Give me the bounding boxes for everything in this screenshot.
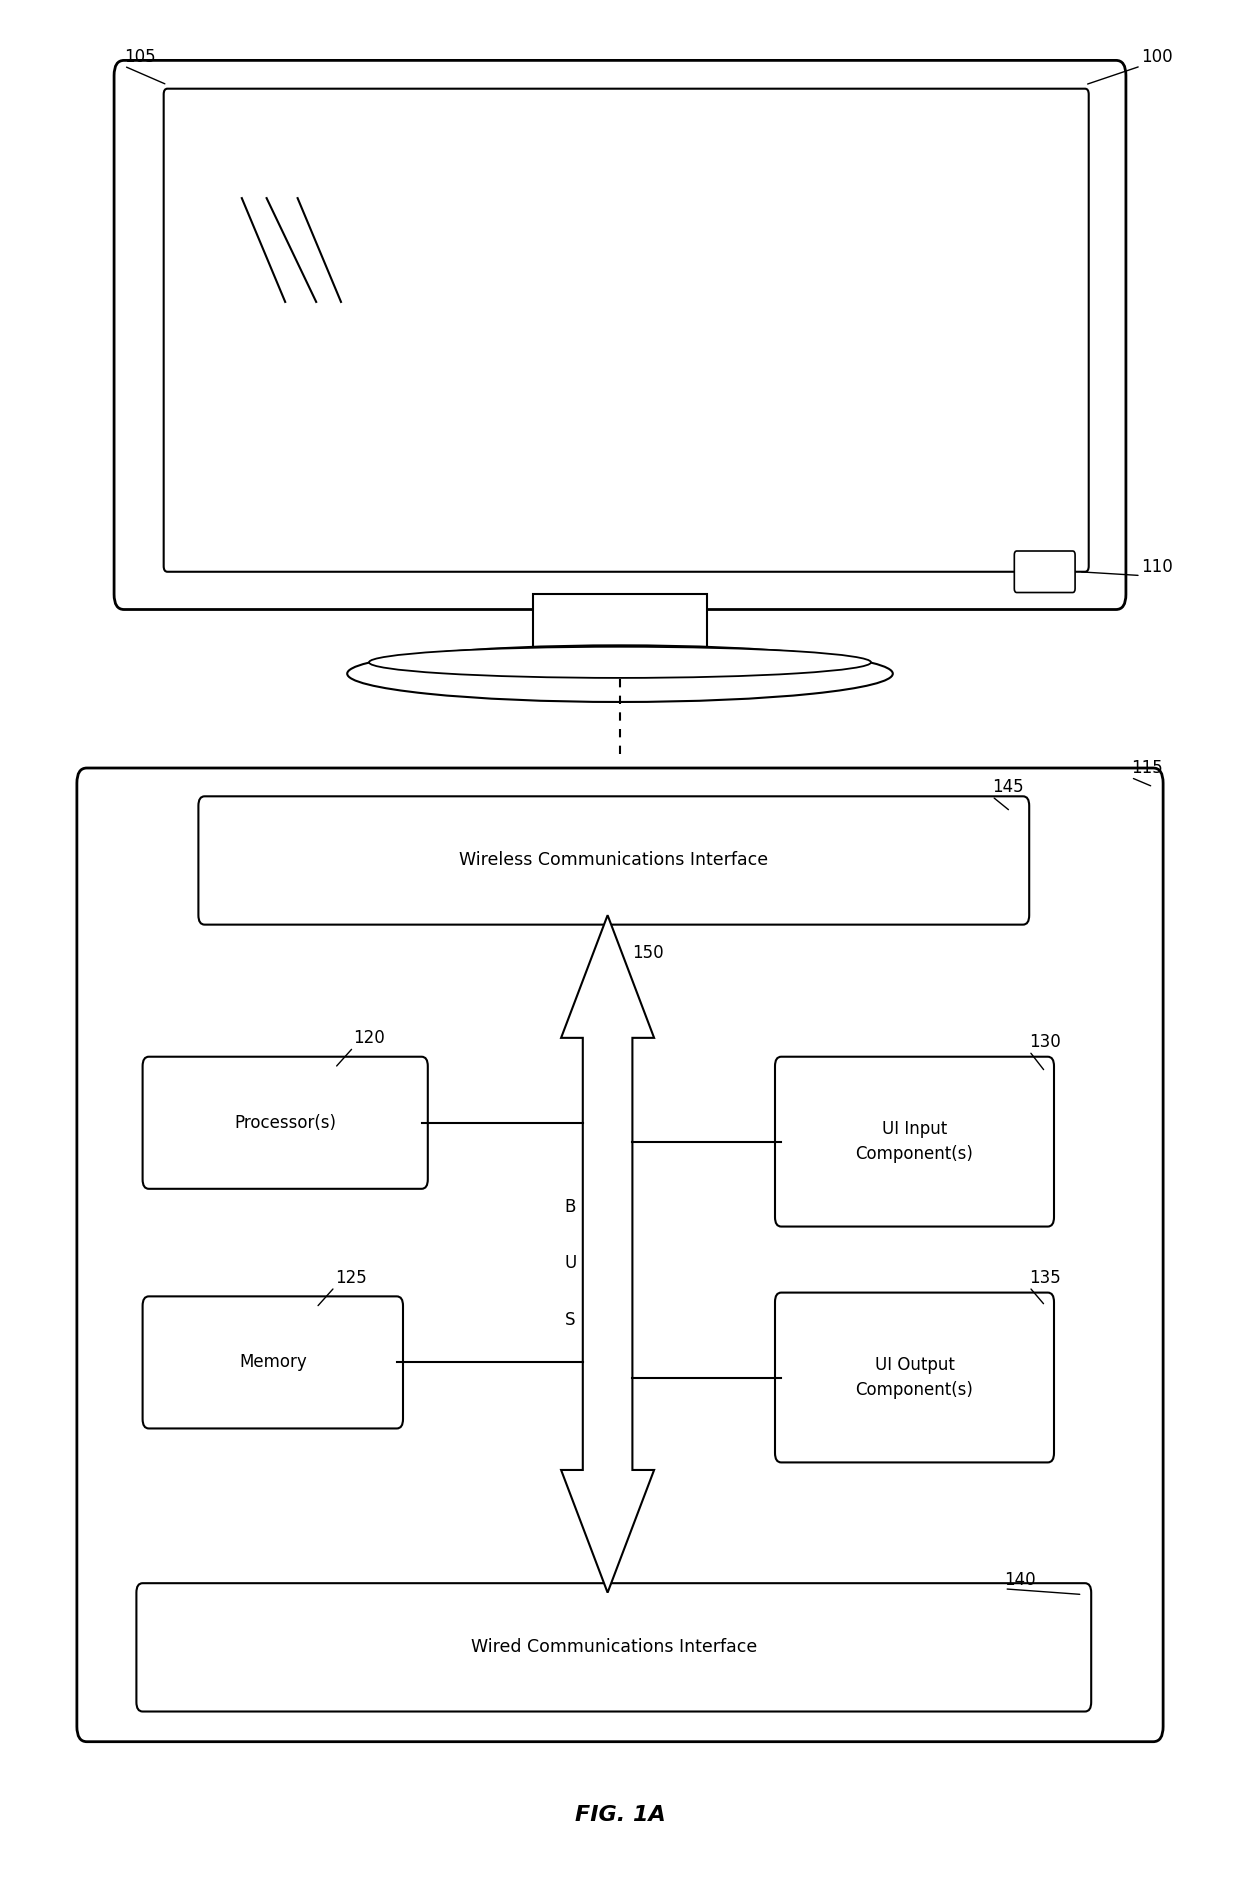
Text: 110: 110 xyxy=(1141,557,1173,576)
Text: 100: 100 xyxy=(1141,47,1173,66)
FancyBboxPatch shape xyxy=(136,1583,1091,1712)
FancyBboxPatch shape xyxy=(198,796,1029,925)
FancyBboxPatch shape xyxy=(114,60,1126,610)
Text: 125: 125 xyxy=(335,1268,367,1287)
Ellipse shape xyxy=(347,645,893,702)
Text: 120: 120 xyxy=(353,1028,386,1047)
FancyBboxPatch shape xyxy=(143,1296,403,1428)
Text: UI Output
Component(s): UI Output Component(s) xyxy=(856,1357,973,1398)
Text: B: B xyxy=(564,1198,577,1215)
FancyBboxPatch shape xyxy=(775,1293,1054,1462)
FancyBboxPatch shape xyxy=(143,1057,428,1189)
Text: 130: 130 xyxy=(1029,1032,1061,1051)
Ellipse shape xyxy=(370,647,870,677)
FancyBboxPatch shape xyxy=(1014,551,1075,593)
Text: 135: 135 xyxy=(1029,1268,1061,1287)
FancyBboxPatch shape xyxy=(77,768,1163,1742)
Polygon shape xyxy=(533,594,707,660)
FancyBboxPatch shape xyxy=(775,1057,1054,1227)
Text: Wireless Communications Interface: Wireless Communications Interface xyxy=(459,851,769,870)
Text: Processor(s): Processor(s) xyxy=(234,1113,336,1132)
Text: Wired Communications Interface: Wired Communications Interface xyxy=(471,1638,756,1657)
Text: 145: 145 xyxy=(992,777,1024,796)
Text: FIG. 1A: FIG. 1A xyxy=(574,1806,666,1825)
Text: UI Input
Component(s): UI Input Component(s) xyxy=(856,1121,973,1162)
Text: 150: 150 xyxy=(632,944,665,962)
Text: 105: 105 xyxy=(124,47,156,66)
Text: S: S xyxy=(565,1311,575,1328)
Polygon shape xyxy=(560,915,655,1593)
Text: Memory: Memory xyxy=(239,1353,306,1372)
FancyBboxPatch shape xyxy=(164,89,1089,572)
Text: U: U xyxy=(564,1255,577,1272)
Text: 140: 140 xyxy=(1004,1570,1037,1589)
Text: 115: 115 xyxy=(1131,759,1163,777)
